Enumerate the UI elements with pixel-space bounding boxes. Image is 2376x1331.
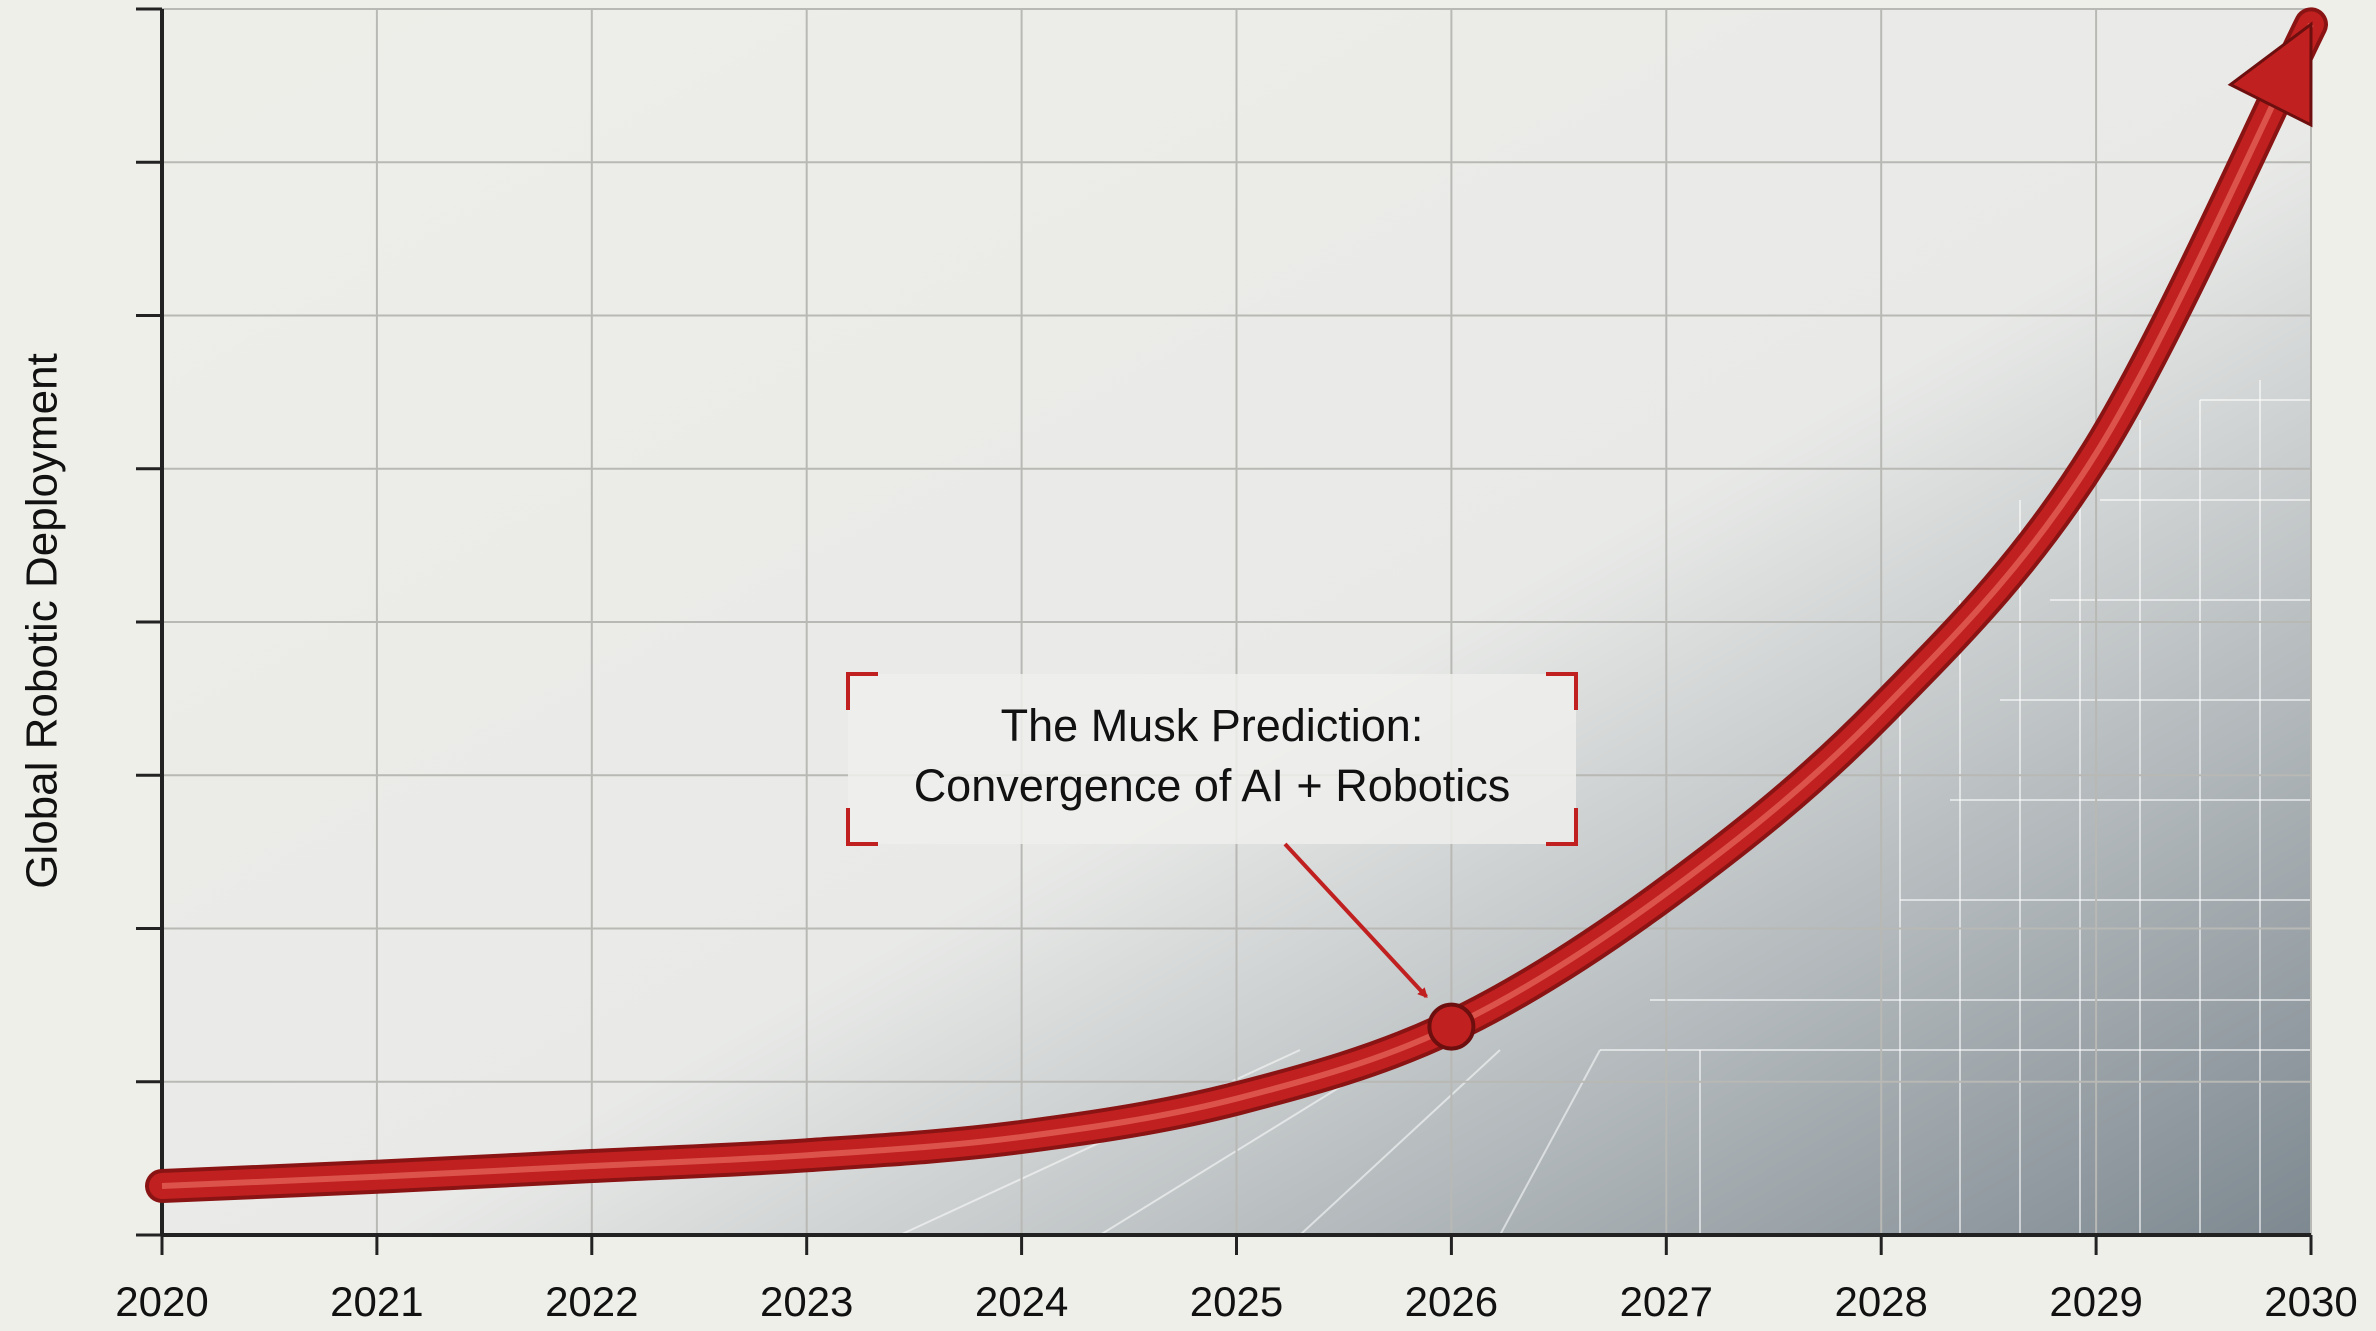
annotation-arrow (1283, 842, 1428, 999)
x-tick-label: 2029 (2049, 1278, 2142, 1325)
annotation-box (848, 674, 1576, 844)
arrow-head (2227, 21, 2313, 128)
x-tick-label: 2028 (1834, 1278, 1927, 1325)
y-axis-label: Global Robotic Deployment (18, 353, 67, 889)
annotation-brackets (846, 672, 1578, 846)
x-tick-label: 2026 (1405, 1278, 1498, 1325)
annotation-text: Convergence of AI + Robotics (914, 760, 1511, 811)
line-highlight (161, 22, 2314, 1189)
annotation: The Musk Prediction: Convergence of AI +… (846, 672, 1578, 999)
annotation-text: The Musk Prediction: (1001, 700, 1424, 751)
highlight-point (1427, 1002, 1476, 1051)
x-tick-label: 2022 (545, 1278, 638, 1325)
x-tick-label: 2027 (1620, 1278, 1713, 1325)
x-tick-label: 2024 (975, 1278, 1068, 1325)
x-tick-label: 2025 (1190, 1278, 1283, 1325)
x-tick-label: 2023 (760, 1278, 853, 1325)
x-tick-label: 2020 (115, 1278, 208, 1325)
x-tick-label: 2021 (330, 1278, 423, 1325)
x-tick-label: 2030 (2264, 1278, 2357, 1325)
